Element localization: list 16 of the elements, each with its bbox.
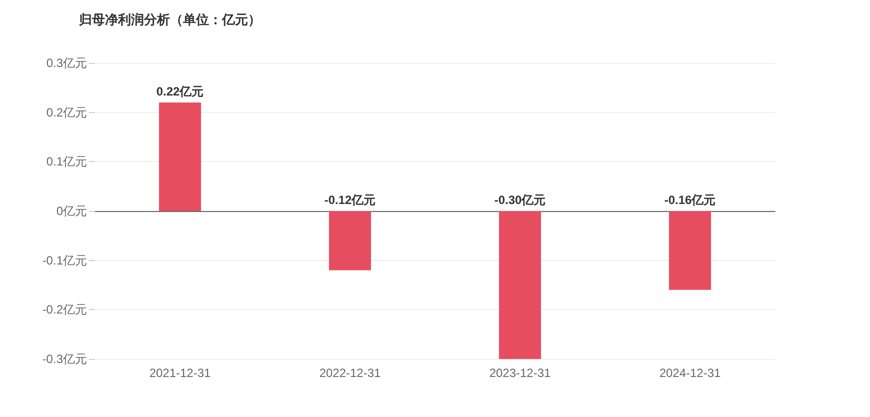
x-tick-label: 2021-12-31 [149,366,212,380]
y-tick-label: 0.3亿元 [46,56,87,70]
data-label: -0.12亿元 [324,193,376,207]
y-tick-label: -0.3亿元 [42,352,87,366]
x-tick-label: 2022-12-31 [319,366,382,380]
y-tick-label: 0.1亿元 [46,154,87,169]
x-tick-label: 2024-12-31 [659,366,722,380]
y-tick-label: 0.2亿元 [46,105,87,120]
y-tick-label: -0.1亿元 [42,253,87,268]
x-tick-label: 2023-12-31 [489,366,552,380]
data-label: -0.16亿元 [664,193,716,207]
data-label: -0.30亿元 [494,193,546,207]
chart-title: 归母净利润分析（单位：亿元） [78,12,261,27]
y-tick-label: -0.2亿元 [42,302,87,317]
y-tick-label: 0亿元 [56,204,87,218]
data-label: 0.22亿元 [156,84,204,98]
